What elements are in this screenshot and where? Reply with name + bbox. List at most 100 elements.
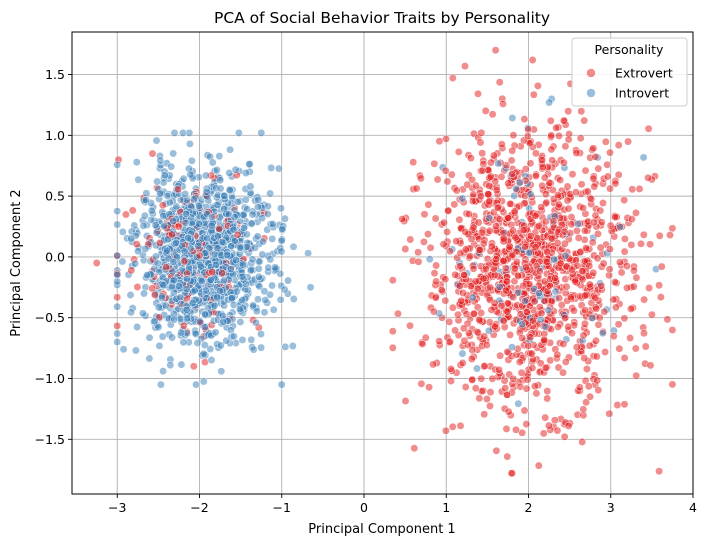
extrovert-point bbox=[572, 343, 581, 352]
extrovert-point bbox=[487, 242, 496, 251]
introvert-point bbox=[170, 128, 179, 137]
introvert-point bbox=[288, 342, 297, 350]
x-axis-label: Principal Component 1 bbox=[308, 522, 455, 537]
extrovert-point bbox=[435, 337, 444, 346]
extrovert-point bbox=[479, 239, 488, 248]
extrovert-point bbox=[508, 251, 517, 259]
extrovert-point bbox=[543, 394, 552, 403]
extrovert-point bbox=[512, 425, 520, 434]
introvert-point bbox=[113, 220, 122, 229]
introvert-point bbox=[238, 260, 247, 269]
extrovert-point bbox=[468, 375, 477, 384]
introvert-point bbox=[269, 305, 278, 314]
introvert-point bbox=[202, 294, 211, 303]
extrovert-point bbox=[503, 307, 512, 316]
extrovert-point bbox=[451, 326, 460, 335]
introvert-point bbox=[134, 247, 142, 256]
introvert-point bbox=[541, 322, 550, 331]
extrovert-point bbox=[461, 228, 470, 236]
introvert-point bbox=[266, 290, 274, 299]
extrovert-point bbox=[668, 224, 677, 233]
extrovert-point bbox=[645, 284, 654, 292]
extrovert-point bbox=[564, 135, 573, 144]
introvert-point bbox=[169, 217, 178, 225]
introvert-point bbox=[266, 255, 275, 264]
extrovert-point bbox=[515, 358, 524, 366]
extrovert-point bbox=[469, 309, 478, 318]
extrovert-point bbox=[429, 360, 438, 369]
x-tick-label: 3 bbox=[607, 500, 615, 515]
extrovert-point bbox=[484, 190, 493, 199]
introvert-point bbox=[216, 341, 225, 350]
extrovert-point bbox=[487, 305, 496, 314]
extrovert-point bbox=[454, 310, 462, 319]
extrovert-point bbox=[555, 294, 564, 302]
extrovert-point bbox=[523, 132, 532, 140]
extrovert-point bbox=[595, 313, 604, 322]
extrovert-point bbox=[614, 320, 623, 329]
introvert-point bbox=[160, 171, 169, 180]
introvert-point bbox=[113, 338, 122, 346]
introvert-point bbox=[196, 317, 204, 326]
x-tick-label: 1 bbox=[442, 500, 450, 515]
introvert-point bbox=[227, 294, 236, 303]
extrovert-point bbox=[641, 342, 650, 351]
extrovert-point bbox=[467, 355, 476, 363]
introvert-point bbox=[277, 236, 286, 245]
introvert-point bbox=[113, 251, 122, 260]
extrovert-point bbox=[158, 201, 167, 210]
extrovert-point bbox=[450, 200, 459, 209]
extrovert-point bbox=[459, 324, 468, 333]
introvert-point bbox=[140, 289, 148, 298]
introvert-point bbox=[267, 163, 276, 172]
legend-label-introvert: Introvert bbox=[615, 86, 669, 101]
x-tick-label: −1 bbox=[273, 500, 291, 515]
introvert-point bbox=[170, 315, 179, 324]
extrovert-point bbox=[601, 137, 610, 146]
extrovert-point bbox=[425, 383, 434, 392]
introvert-point bbox=[212, 166, 221, 174]
introvert-point bbox=[181, 218, 190, 227]
introvert-point bbox=[226, 145, 235, 154]
introvert-point bbox=[255, 272, 263, 281]
introvert-point bbox=[208, 158, 217, 167]
introvert-point bbox=[240, 224, 248, 233]
introvert-point bbox=[181, 190, 190, 198]
introvert-point bbox=[306, 283, 315, 292]
extrovert-point bbox=[458, 359, 467, 367]
extrovert-point bbox=[614, 170, 623, 179]
introvert-point bbox=[208, 212, 217, 221]
extrovert-point bbox=[430, 159, 439, 168]
introvert-point bbox=[425, 255, 434, 264]
extrovert-point bbox=[92, 259, 101, 267]
extrovert-point bbox=[523, 375, 532, 384]
extrovert-point bbox=[579, 405, 588, 414]
introvert-point bbox=[268, 220, 277, 229]
extrovert-point bbox=[499, 99, 507, 108]
extrovert-point bbox=[443, 177, 452, 186]
extrovert-point bbox=[596, 243, 605, 252]
extrovert-point bbox=[589, 268, 598, 277]
extrovert-point bbox=[509, 293, 518, 302]
extrovert-point bbox=[417, 379, 426, 388]
extrovert-point bbox=[492, 446, 501, 455]
introvert-point bbox=[140, 211, 149, 220]
extrovert-point bbox=[486, 158, 495, 167]
introvert-point bbox=[169, 149, 178, 158]
introvert-point bbox=[246, 182, 255, 191]
extrovert-point bbox=[577, 107, 586, 116]
extrovert-point bbox=[606, 148, 614, 157]
extrovert-point bbox=[561, 357, 570, 366]
extrovert-point bbox=[511, 233, 520, 242]
extrovert-point bbox=[401, 245, 410, 253]
introvert-point bbox=[213, 244, 222, 253]
extrovert-point bbox=[409, 158, 418, 167]
introvert-point bbox=[257, 128, 266, 137]
extrovert-point bbox=[475, 394, 484, 403]
extrovert-point bbox=[448, 303, 457, 312]
chart-title: PCA of Social Behavior Traits by Persona… bbox=[214, 9, 550, 27]
introvert-point bbox=[213, 293, 222, 302]
extrovert-point bbox=[626, 334, 635, 342]
introvert-point bbox=[526, 190, 535, 199]
introvert-point bbox=[193, 339, 202, 347]
